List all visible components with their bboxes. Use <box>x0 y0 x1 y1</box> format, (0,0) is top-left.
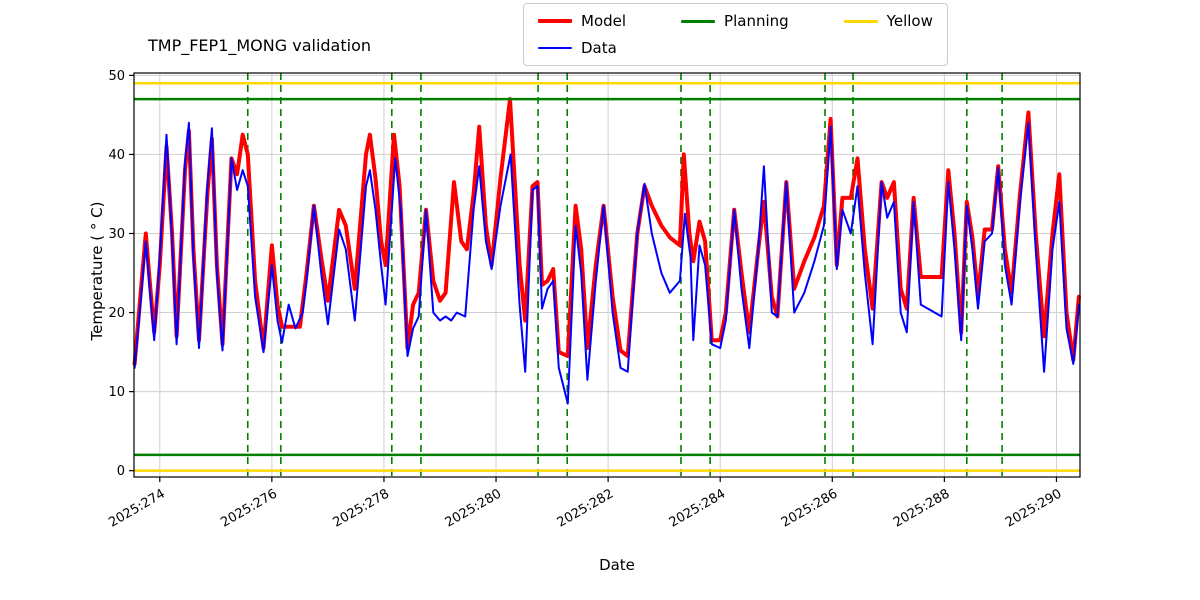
yellow-line-swatch <box>843 19 878 23</box>
x-tick-label: 2025:290 <box>1003 486 1064 530</box>
y-tick-label: 50 <box>108 69 125 84</box>
y-tick-label: 30 <box>108 227 125 242</box>
x-tick-label: 2025:278 <box>331 486 392 530</box>
legend-label-yellow: Yellow <box>886 12 933 30</box>
model-line-swatch <box>538 19 572 23</box>
x-tick-label: 2025:284 <box>667 486 728 530</box>
axes-frame <box>133 72 1081 478</box>
planning-line-swatch <box>681 19 716 23</box>
legend-label-model: Model <box>581 12 627 30</box>
y-tick-label: 0 <box>117 464 125 479</box>
series-data-line <box>133 121 1080 405</box>
x-tick-label: 2025:276 <box>218 486 279 530</box>
y-axis-label: Temperature ( ° C) <box>88 201 106 341</box>
legend: Model Planning Yellow Data <box>523 3 948 66</box>
legend-item-model: Model <box>538 9 626 33</box>
x-tick-label: 2025:280 <box>443 486 504 530</box>
x-tick-label: 2025:282 <box>555 486 616 530</box>
legend-label-data: Data <box>581 39 617 57</box>
x-tick-label: 2025:288 <box>891 486 952 530</box>
legend-label-planning: Planning <box>724 12 789 30</box>
chart-title: TMP_FEP1_MONG validation <box>148 36 371 55</box>
y-tick-label: 40 <box>108 148 125 163</box>
legend-item-data: Data <box>538 36 626 60</box>
y-tick-label: 10 <box>108 385 125 400</box>
legend-item-planning: Planning <box>681 9 789 33</box>
data-line-swatch <box>538 47 572 49</box>
x-axis-label: Date <box>599 556 635 574</box>
x-tick-label: 2025:274 <box>106 486 167 530</box>
y-tick-label: 20 <box>108 306 125 321</box>
x-tick-label: 2025:286 <box>779 486 840 530</box>
legend-item-yellow: Yellow <box>843 9 933 33</box>
